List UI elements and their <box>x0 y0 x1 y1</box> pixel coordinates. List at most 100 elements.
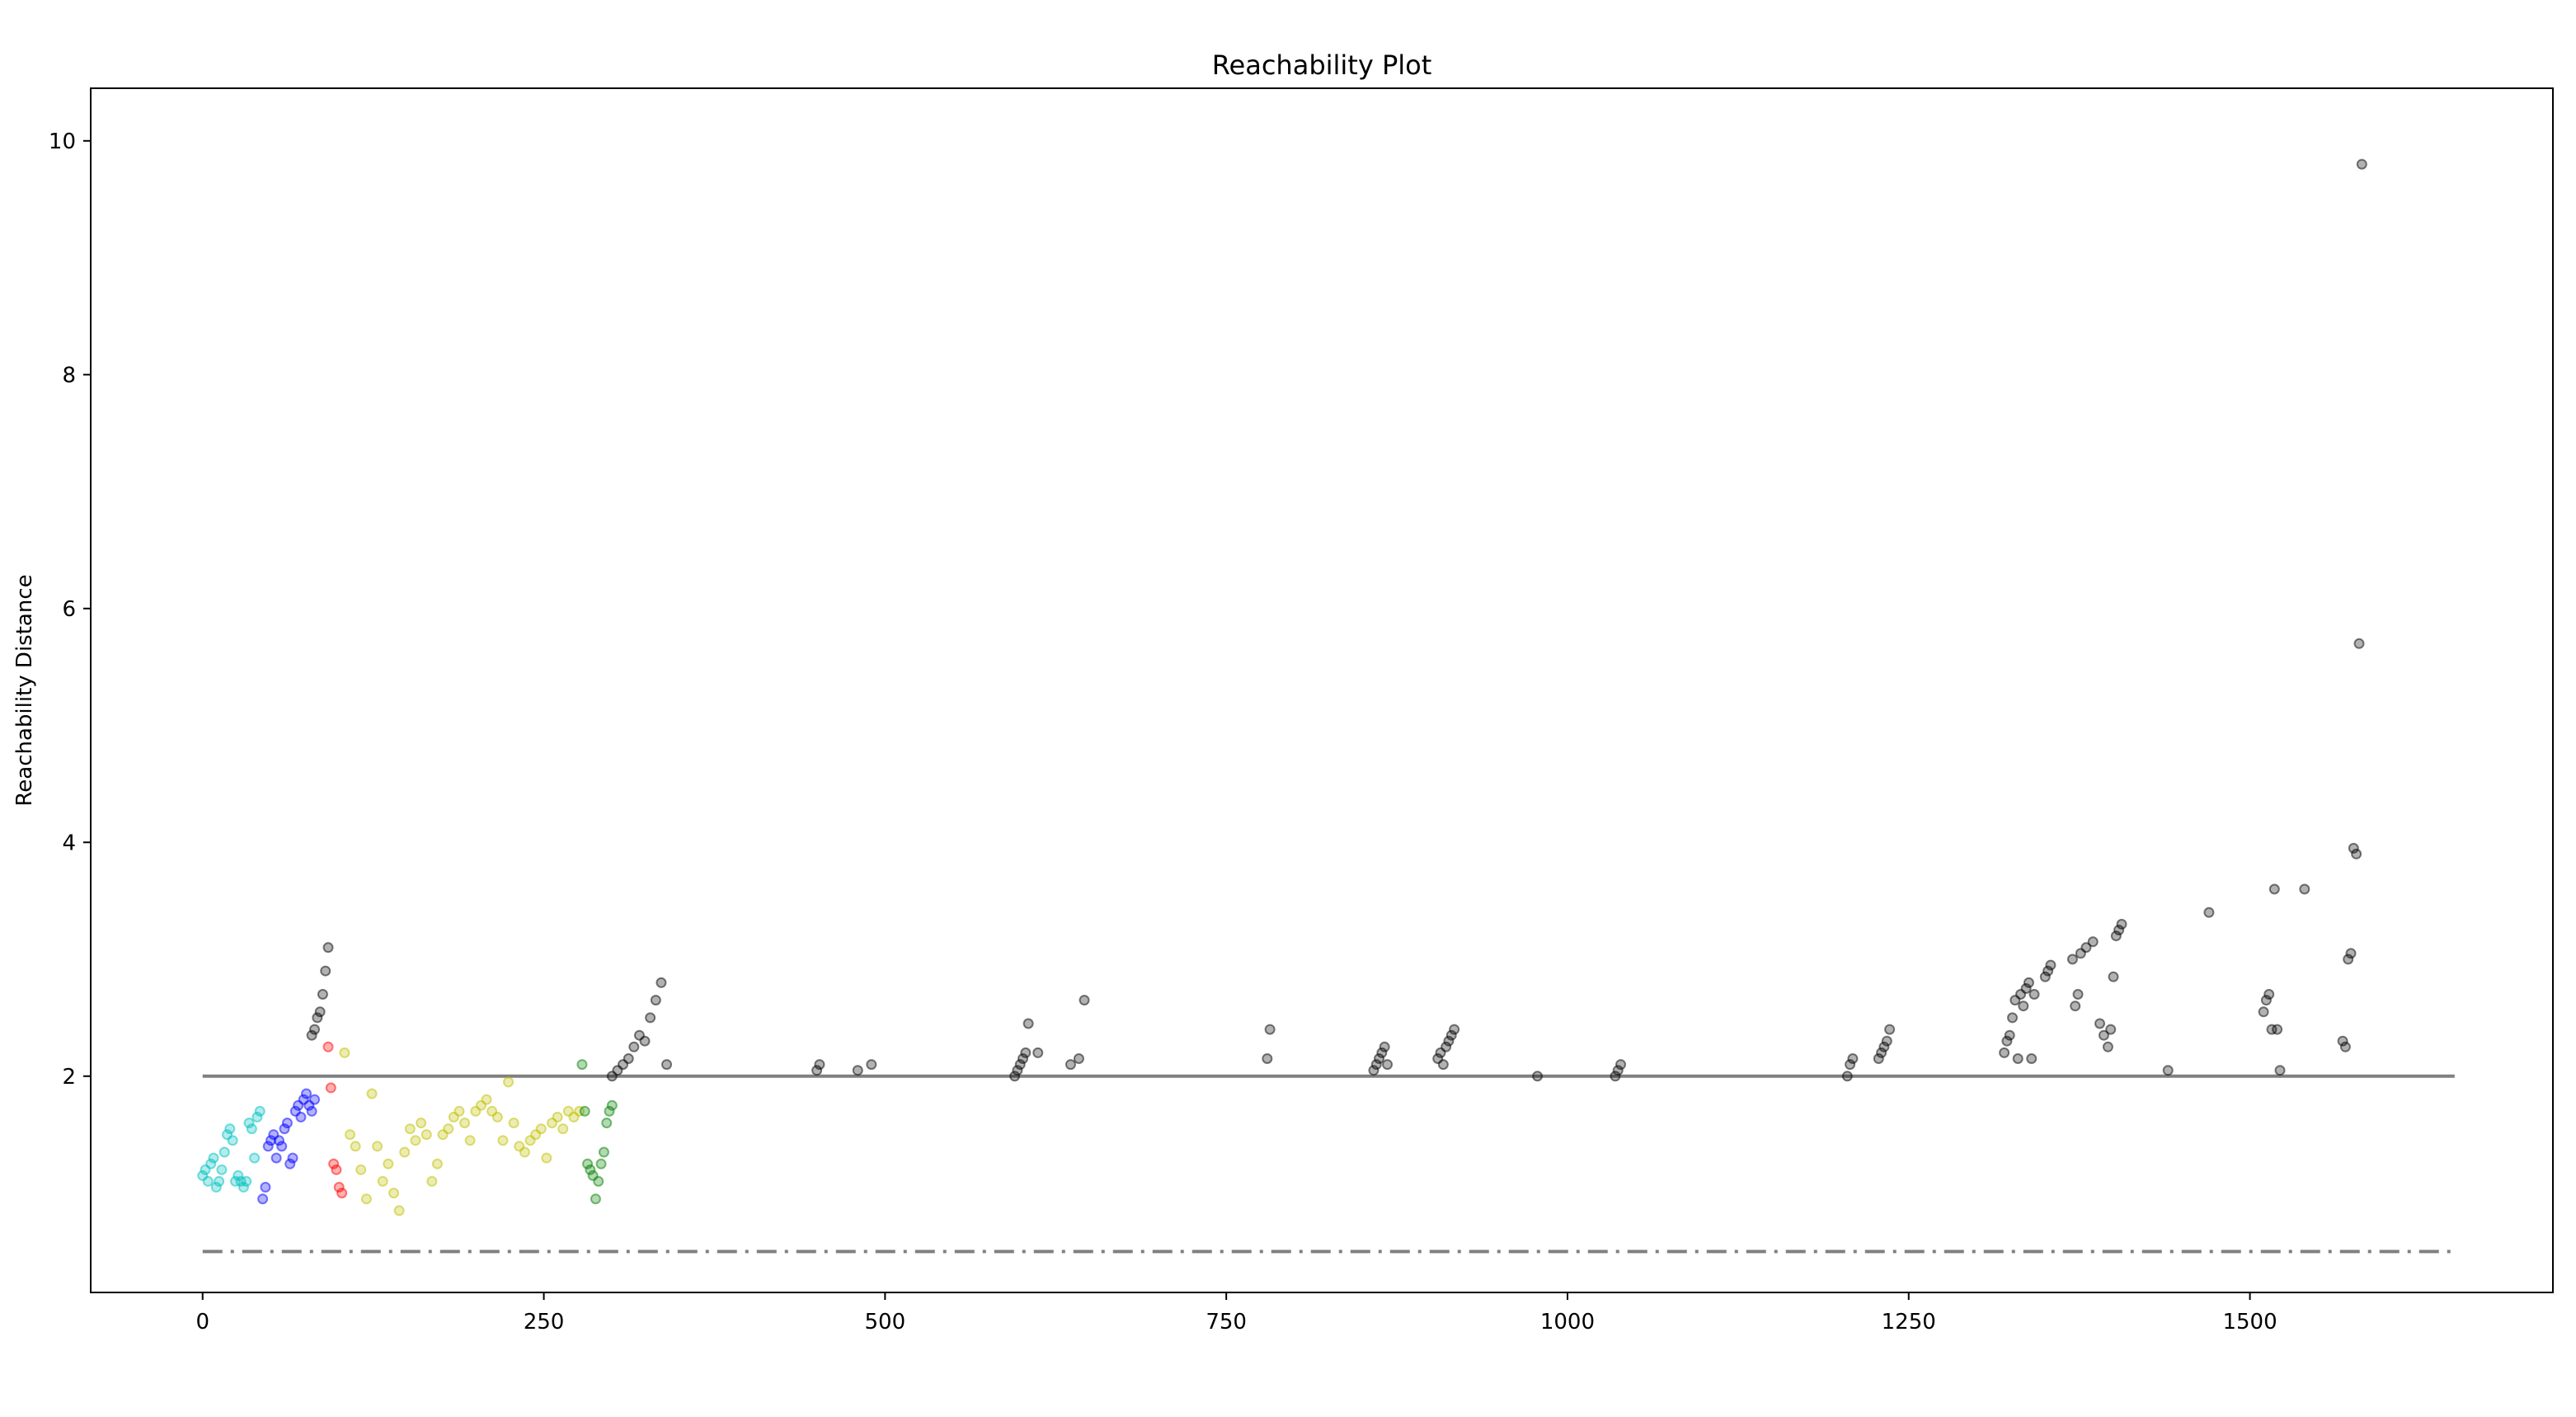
data-point <box>661 1059 672 1071</box>
data-point <box>503 1076 514 1088</box>
data-point <box>388 1188 399 1198</box>
data-point <box>208 1152 219 1164</box>
data-point <box>2066 953 2078 965</box>
data-point <box>1374 1053 1384 1064</box>
data-point <box>322 1041 334 1052</box>
data-point <box>1437 1059 1449 1071</box>
y-tick-label: 6 <box>62 597 76 622</box>
data-point <box>541 1152 552 1164</box>
data-point <box>1873 1053 1884 1064</box>
data-point <box>360 1193 372 1205</box>
data-point <box>287 1152 298 1164</box>
data-point <box>1449 1024 1460 1035</box>
data-point <box>1441 1041 1452 1052</box>
x-tick-label: 250 <box>524 1310 565 1335</box>
data-point <box>1881 1035 1892 1047</box>
data-point <box>309 1094 320 1105</box>
data-point <box>202 1175 214 1187</box>
data-point <box>1612 1065 1624 1076</box>
data-point <box>2094 1018 2105 1029</box>
data-point <box>1018 1053 1028 1064</box>
data-point <box>628 1041 640 1052</box>
data-point <box>322 942 334 953</box>
data-point <box>1065 1059 1076 1071</box>
data-point <box>284 1158 296 1170</box>
data-point <box>350 1141 361 1152</box>
data-point <box>325 1082 336 1094</box>
data-point <box>2004 1029 2015 1041</box>
data-point <box>590 1193 601 1205</box>
y-tick-label: 2 <box>62 1065 76 1090</box>
data-point <box>2299 883 2310 895</box>
data-point <box>656 977 667 988</box>
data-point <box>2098 1029 2109 1041</box>
data-point <box>249 1152 261 1164</box>
data-point <box>2105 1024 2117 1035</box>
data-point <box>2023 977 2034 988</box>
data-point <box>2102 1041 2113 1052</box>
data-point <box>1845 1059 1856 1071</box>
data-point <box>454 1105 465 1117</box>
data-point <box>241 1175 252 1187</box>
data-point <box>2012 1053 2024 1064</box>
data-point <box>2080 942 2092 953</box>
data-point <box>2263 989 2275 1000</box>
data-point <box>2272 1024 2283 1035</box>
data-point <box>579 1105 590 1117</box>
data-point <box>2110 930 2122 942</box>
data-point <box>399 1146 411 1158</box>
data-point <box>2345 948 2357 959</box>
data-point <box>426 1175 438 1187</box>
data-point <box>2001 1035 2013 1047</box>
data-point <box>2039 971 2051 982</box>
data-point <box>866 1059 877 1071</box>
data-point <box>1022 1018 1034 1029</box>
data-point <box>339 1047 350 1058</box>
data-point <box>333 1181 345 1193</box>
data-point <box>1615 1059 1626 1071</box>
data-point <box>251 1111 263 1123</box>
data-point <box>383 1158 394 1170</box>
data-point <box>650 995 661 1006</box>
chart-title: Reachability Plot <box>1212 49 1432 81</box>
data-point <box>1264 1024 1276 1035</box>
data-point <box>2351 848 2362 859</box>
y-tick-label: 10 <box>49 129 76 154</box>
data-point <box>852 1065 863 1076</box>
data-point <box>404 1123 416 1135</box>
data-point <box>582 1158 593 1170</box>
data-point <box>243 1118 255 1128</box>
y-axis-ticks: 2 4 6 8 10 <box>49 129 91 1090</box>
data-point <box>431 1158 443 1170</box>
data-point <box>811 1065 823 1076</box>
data-point <box>331 1164 342 1175</box>
data-point <box>606 1099 618 1111</box>
data-point <box>345 1129 355 1141</box>
data-point <box>2356 158 2367 170</box>
data-point <box>328 1158 340 1170</box>
data-point <box>2113 925 2125 936</box>
plot-frame <box>90 87 2554 1293</box>
data-point <box>270 1152 282 1164</box>
data-points <box>197 158 2367 1217</box>
data-point <box>2353 638 2365 649</box>
data-point <box>2203 906 2215 918</box>
data-point <box>2268 883 2280 895</box>
data-point <box>320 965 331 977</box>
data-point <box>2087 936 2099 948</box>
data-point <box>237 1181 249 1193</box>
data-point <box>2343 953 2354 965</box>
data-point <box>393 1205 405 1217</box>
data-point <box>595 1158 607 1170</box>
data-point <box>814 1059 825 1071</box>
data-point <box>1876 1047 1887 1058</box>
data-point <box>260 1181 271 1193</box>
data-point <box>1370 1059 1382 1071</box>
data-point <box>491 1111 503 1123</box>
data-point <box>1009 1071 1021 1082</box>
data-point <box>593 1175 604 1187</box>
data-point <box>410 1135 421 1146</box>
data-point <box>312 1012 323 1024</box>
data-point <box>497 1135 509 1146</box>
